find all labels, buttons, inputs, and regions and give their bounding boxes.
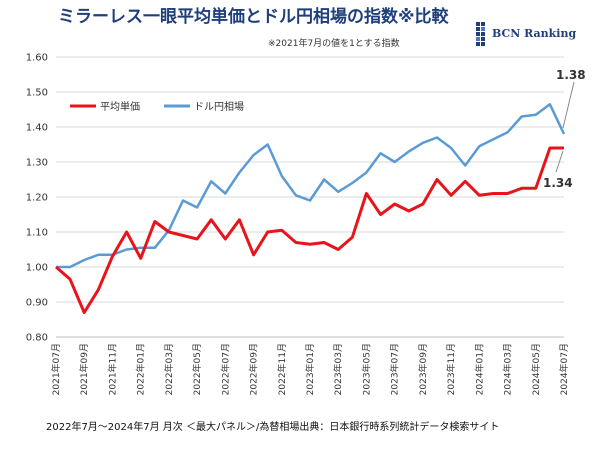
logo-icon [476, 22, 485, 46]
x-tick-label: 2023年11月 [445, 343, 457, 395]
y-tick-label: 1.10 [26, 228, 48, 239]
x-axis: 2021年07月 2021年09月 2021年11月 2022年01月 2022年03月… [50, 336, 570, 395]
chart-subtitle: ※2021年7月の値を1とする指数 [268, 37, 400, 49]
footer-note: 2022年7月～2024年7月 月次 ＜最大パネル＞/為替相場出典：日本銀行時系… [46, 420, 499, 433]
end-annotations: 1.38 1.34 [543, 68, 586, 190]
y-tick-label: 1.40 [26, 123, 48, 134]
x-tick-label: 2022年11月 [276, 343, 288, 395]
x-tick-label: 2023年05月 [360, 343, 372, 395]
x-tick-label: 2022年07月 [219, 343, 231, 395]
x-tick-label: 2024年01月 [473, 343, 485, 395]
callout-leader-usdjpy [562, 81, 575, 129]
y-tick-label: 1.30 [26, 158, 48, 169]
x-tick-label: 2022年01月 [135, 343, 147, 395]
x-tick-label: 2021年09月 [78, 343, 90, 395]
y-tick-label: 1.50 [26, 88, 48, 99]
legend: 平均単価 ドル円相場 [70, 100, 244, 113]
x-tick-label: 2023年07月 [389, 343, 401, 395]
x-tick-label: 2022年03月 [163, 343, 175, 395]
gridlines [56, 56, 564, 338]
brand-logo: BCN Ranking [476, 22, 576, 46]
x-tick-label: 2023年01月 [304, 343, 316, 395]
x-tick-label: 2022年09月 [248, 343, 260, 395]
callout-leader-price [555, 150, 564, 173]
legend-label-price: 平均単価 [100, 100, 140, 113]
y-tick-label: 0.80 [26, 333, 48, 344]
y-tick-label: 1.60 [26, 53, 48, 64]
x-tick-label: 2021年07月 [50, 343, 62, 395]
x-tick-label: 2021年11月 [106, 343, 118, 395]
x-tick-label: 2022年05月 [191, 343, 203, 395]
end-label-usdjpy: 1.38 [556, 68, 586, 82]
chart-title: ミラーレス一眼平均単価とドル円相場の指数※比較 [58, 6, 450, 27]
series-lines [55, 103, 566, 314]
x-tick-label: 2023年09月 [417, 343, 429, 395]
brand-name: BCN Ranking [492, 27, 576, 40]
x-tick-label: 2024年05月 [530, 343, 542, 395]
x-tick-label: 2024年07月 [558, 343, 570, 395]
x-tick-label: 2024年03月 [502, 343, 514, 395]
y-tick-label: 0.90 [26, 298, 48, 309]
legend-label-usdjpy: ドル円相場 [194, 100, 244, 113]
series-line-price [55, 146, 564, 314]
x-tick-label: 2023年03月 [332, 343, 344, 395]
y-tick-label: 1.20 [26, 193, 48, 204]
series-line-usdjpy [56, 103, 566, 269]
y-axis: 0.80 0.90 1.00 1.10 1.20 1.30 1.40 1.50 1.60 [26, 53, 48, 344]
y-tick-label: 1.00 [26, 263, 48, 274]
end-label-price: 1.34 [543, 176, 573, 190]
